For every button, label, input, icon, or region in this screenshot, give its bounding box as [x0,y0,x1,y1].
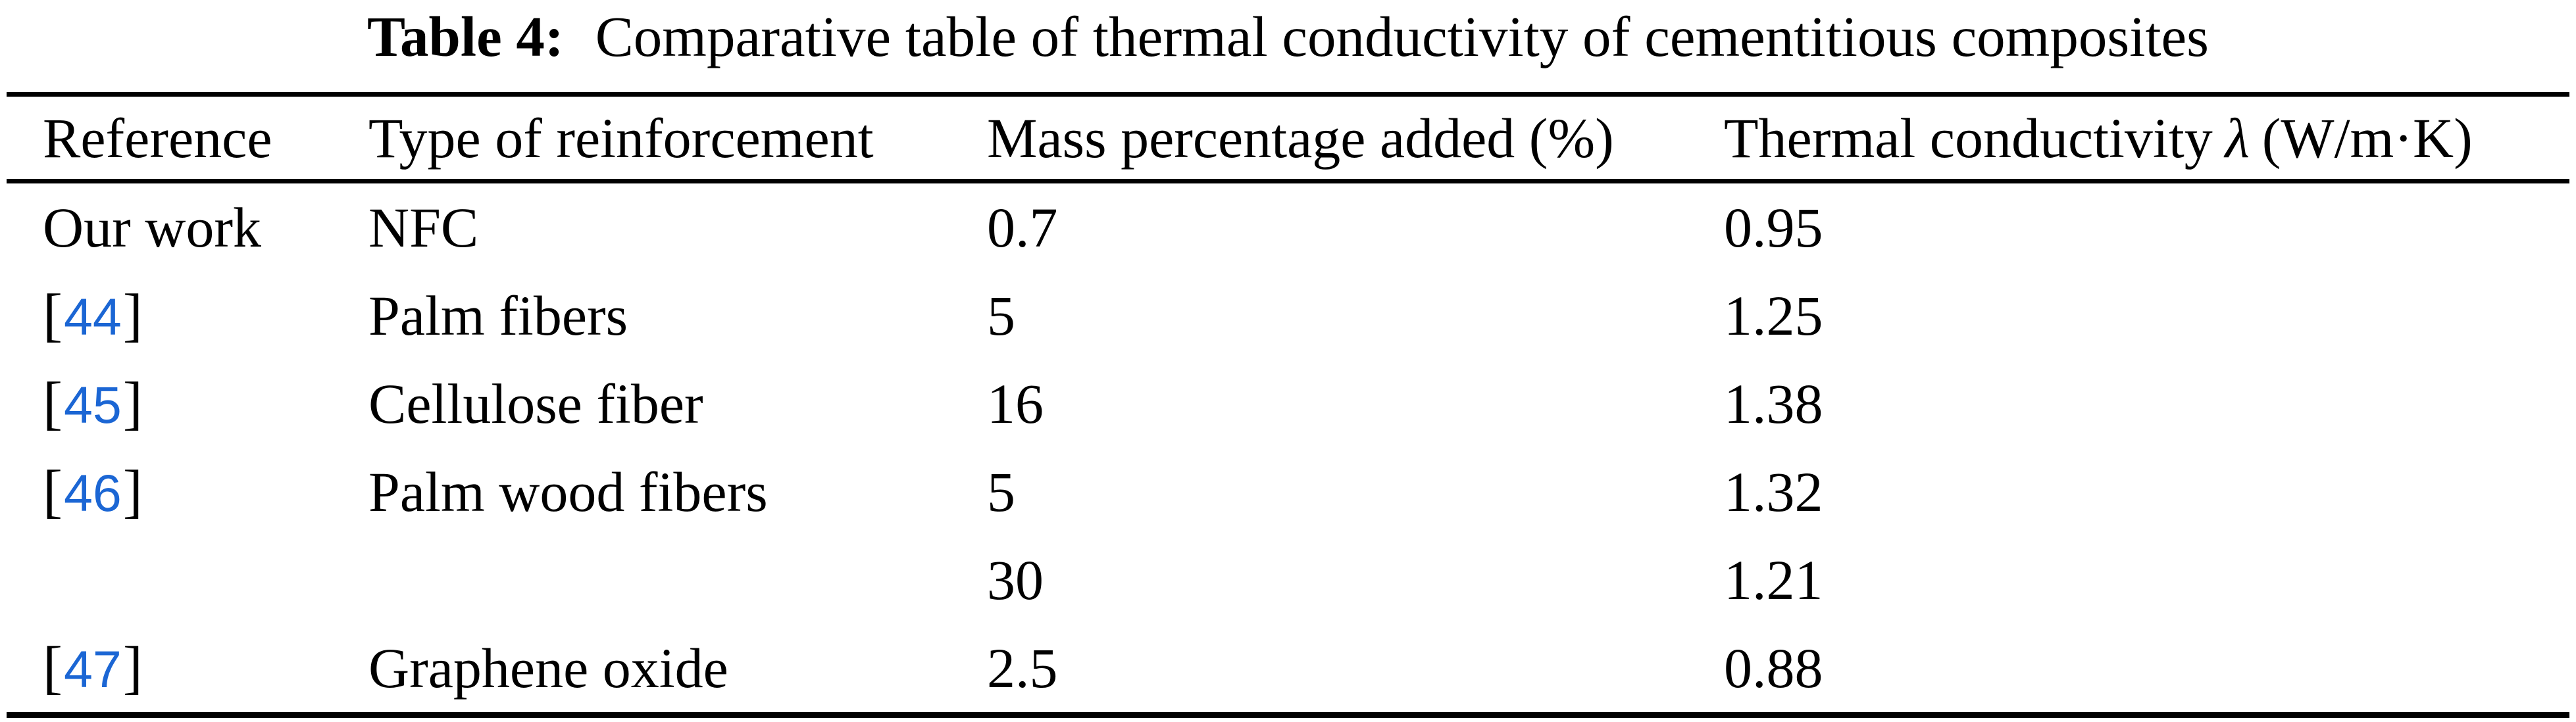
table-row: [47] Graphene oxide 2.5 0.88 [7,624,2569,712]
bracket-open: [ [43,459,63,524]
citation-link[interactable]: 47 [63,640,122,698]
header-thermal-conductivity-text: Thermal conductivity [1724,106,2213,170]
table-row: 30 1.21 [7,536,2569,624]
type-cell: Graphene oxide [368,637,728,700]
reference-cell: Our work [43,196,261,259]
mass-cell: 5 [987,284,1015,347]
header-thermal-conductivity: Thermal conductivity λ (W/m·K) [1724,110,2569,166]
reference-cell: [44] [43,286,368,345]
conductivity-cell: 1.25 [1724,284,1823,347]
mass-cell: 0.7 [987,196,1058,259]
table-row: [45] Cellulose fiber 16 1.38 [7,360,2569,448]
reference-cell: [46] [43,462,368,521]
type-cell: Cellulose fiber [368,372,703,435]
reference-cell: [45] [43,374,368,433]
bracket-open: [ [43,635,63,700]
type-cell: Palm fibers [368,284,628,347]
table-caption: Table 4: Comparative table of thermal co… [0,0,2576,92]
conductivity-cell: 0.88 [1724,637,1823,700]
caption-label: Table 4: [366,5,564,68]
type-cell: NFC [368,196,479,259]
comparative-table: Reference Type of reinforcement Mass per… [7,92,2569,718]
header-thermal-conductivity-units: (W/m·K) [2261,106,2473,170]
bracket-close: ] [122,283,143,348]
header-type-of-reinforcement: Type of reinforcement [368,106,874,170]
table-row: [46] Palm wood fibers 5 1.32 [7,448,2569,536]
conductivity-cell: 1.21 [1724,548,1823,612]
header-mass-percentage: Mass percentage added (%) [987,106,1614,170]
bracket-open: [ [43,371,63,436]
bracket-close: ] [122,459,143,524]
lambda-symbol: λ [2225,106,2250,170]
header-reference: Reference [43,106,272,170]
citation-link[interactable]: 45 [63,375,122,434]
type-cell: Palm wood fibers [368,460,768,523]
mass-cell: 30 [987,548,1044,612]
bracket-close: ] [122,635,143,700]
bracket-close: ] [122,371,143,436]
mass-cell: 16 [987,372,1044,435]
conductivity-cell: 1.38 [1724,372,1823,435]
reference-cell: [47] [43,638,368,698]
mass-cell: 2.5 [987,637,1058,700]
conductivity-cell: 0.95 [1724,196,1823,259]
conductivity-cell: 1.32 [1724,460,1823,523]
caption-text: Comparative table of thermal conductivit… [595,5,2210,68]
citation-link[interactable]: 44 [63,287,122,346]
mass-cell: 5 [987,460,1015,523]
table-row: Our work NFC 0.7 0.95 [7,183,2569,272]
table-header-row: Reference Type of reinforcement Mass per… [7,97,2569,183]
bracket-open: [ [43,283,63,348]
citation-link[interactable]: 46 [63,464,122,522]
table-row: [44] Palm fibers 5 1.25 [7,272,2569,360]
